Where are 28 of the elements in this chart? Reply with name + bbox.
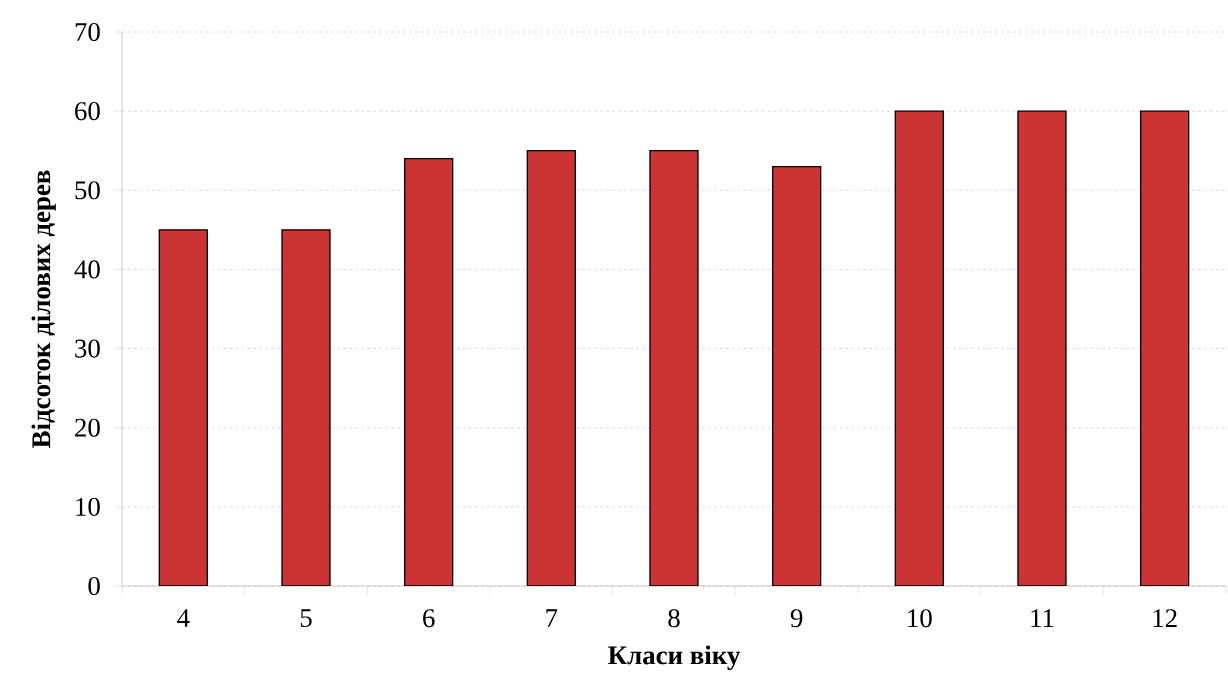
y-axis-title: Відсоток ділових дерев	[31, 170, 56, 448]
y-tick-label: 10	[76, 497, 100, 516]
bar	[1017, 110, 1067, 586]
x-tick-label: 11	[1031, 609, 1054, 627]
x-tick-label: 5	[300, 609, 312, 628]
x-tick-label: 8	[668, 609, 680, 628]
bar	[526, 150, 576, 586]
y-tick-label: 60	[75, 102, 100, 121]
x-axis-title: Класи віку	[608, 645, 741, 670]
y-tick-label: 50	[75, 181, 100, 200]
x-tick-label: 4	[177, 609, 190, 627]
bar	[1140, 110, 1190, 586]
y-tick-label: 20	[75, 418, 100, 437]
y-tick-label: 40	[74, 260, 100, 279]
y-tick-label: 70	[75, 22, 100, 42]
y-tick-label: 30	[75, 339, 100, 358]
bar	[772, 165, 822, 586]
bar	[281, 229, 331, 586]
bar	[404, 157, 454, 586]
x-tick-label: 6	[423, 609, 435, 628]
x-tick-label: 10	[908, 609, 932, 628]
x-tick-label: 9	[790, 609, 803, 628]
bar	[158, 229, 208, 586]
x-tick-label: 12	[1153, 609, 1177, 627]
y-tick-label: 0	[88, 576, 100, 596]
x-tick-label: 7	[546, 609, 558, 627]
bar	[894, 110, 944, 586]
bar	[649, 150, 699, 586]
